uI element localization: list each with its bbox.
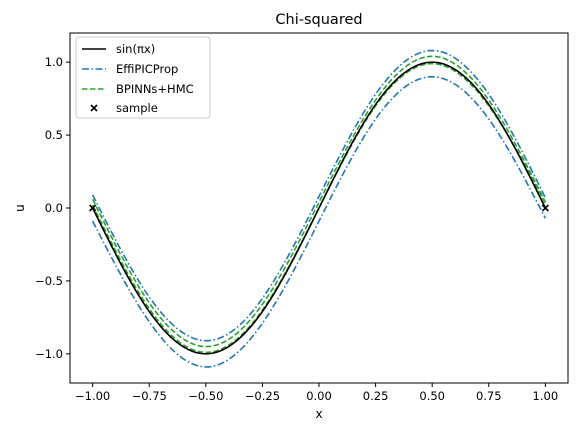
legend-label-effipicprop: EffiPICProp [116,62,178,76]
legend-frame [75,36,211,119]
x-tick-label: 0.25 [363,389,389,403]
y-tick-label: 0.0 [45,201,63,215]
legend: sin(πx) EffiPICProp BPINNs+HMC sample [75,36,211,119]
series-line-bpinns-hmc-upper [91,55,547,348]
x-tick-label: 0.00 [306,389,332,403]
sample-marker [89,204,97,212]
y-axis-label: u [13,204,27,212]
x-tick-label: 1.00 [533,389,559,403]
sample-markers [89,204,549,212]
x-axis-label: x [315,407,322,421]
legend-swatch-sample [90,104,98,112]
x-tick-label: −0.50 [188,389,223,403]
y-tick-label: 1.0 [45,55,63,69]
x-tick-label: −1.00 [75,389,110,403]
legend-label-sample: sample [116,101,158,115]
x-axis-ticks: −1.00 −0.75 −0.50 −0.25 0.00 0.25 0.50 0.75 1.00 [75,383,558,403]
y-tick-label: 0.5 [45,128,63,142]
sample-marker [541,204,549,212]
legend-label-bpinns: BPINNs+HMC [116,82,194,96]
y-tick-label: −0.5 [35,274,63,288]
series-line-sin-x-mean [91,61,547,355]
x-tick-label: 0.50 [419,389,445,403]
legend-label-sin: sin(πx) [116,42,155,56]
chart-title: Chi-squared [275,12,362,28]
y-tick-label: −1.0 [35,347,63,361]
series-line-bpinns-hmc-lower [91,62,547,354]
y-axis-ticks: −1.0 −0.5 0.0 0.5 1.0 [35,55,70,361]
series-line-effipicprop-upper [91,49,547,342]
x-tick-label: −0.25 [245,389,280,403]
x-tick-label: 0.75 [476,389,502,403]
x-tick-label: −0.75 [132,389,167,403]
series-line-effipicprop-lower [91,75,547,368]
plot-lines [91,49,547,368]
